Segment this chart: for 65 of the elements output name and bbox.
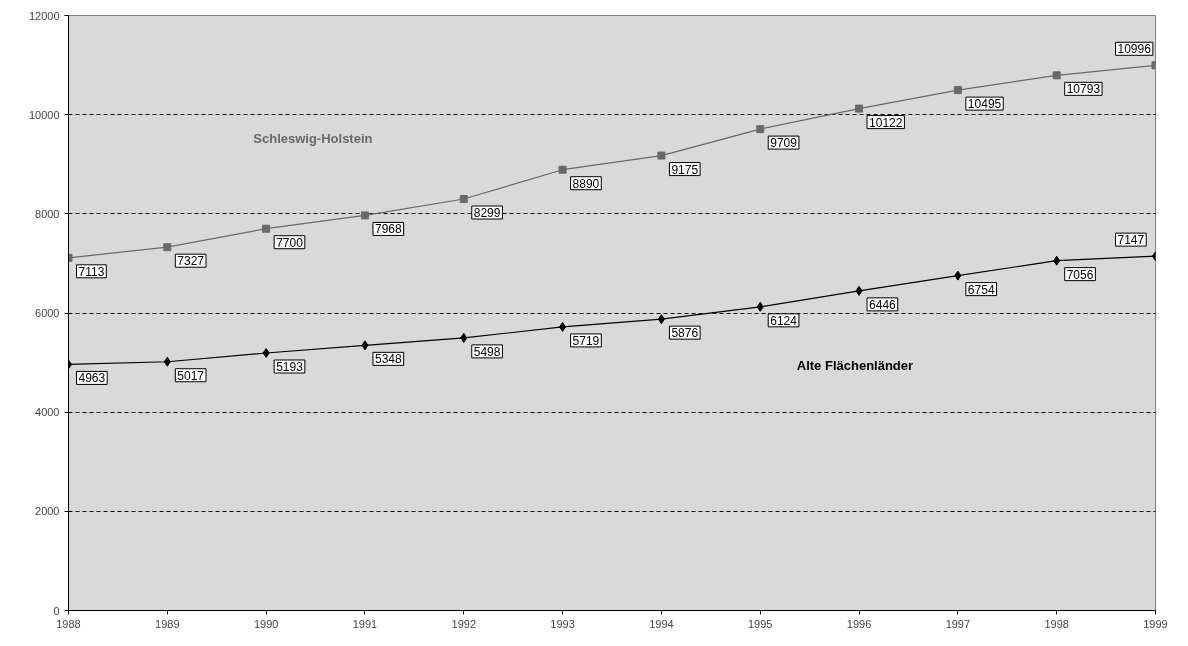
text: Alte Flächenländer	[796, 357, 914, 373]
data-label: 7147	[1117, 233, 1145, 248]
data-label: 5193	[276, 360, 304, 375]
x-tick-label: 1995	[747, 617, 773, 630]
data-label: 7056	[1066, 267, 1094, 282]
y-tick-label: 8000	[35, 207, 60, 220]
data-label: 7700	[276, 235, 304, 250]
data-label: 10996	[1117, 42, 1152, 57]
point	[756, 301, 764, 312]
point	[559, 321, 567, 332]
point	[953, 86, 962, 95]
x-tick-label: 1991	[352, 617, 378, 630]
point	[262, 348, 270, 359]
x-tick-label: 1994	[649, 617, 674, 630]
data-label: 8890	[572, 176, 600, 191]
data-label: 10122	[869, 115, 903, 130]
y-tick-label: 2000	[35, 505, 60, 518]
point	[657, 151, 666, 160]
data-label: 7113	[78, 264, 105, 279]
point	[1052, 71, 1061, 80]
y-tick-label: 6000	[35, 307, 60, 319]
data-label: 8299	[473, 206, 501, 221]
point	[756, 125, 765, 134]
data-label: 10495	[967, 97, 1002, 112]
data-label: 9175	[671, 162, 699, 177]
x-tick-label: 1996	[846, 617, 872, 630]
x-tick-label: 1993	[550, 617, 575, 630]
point	[1053, 255, 1061, 266]
data-label: 4963	[78, 371, 106, 386]
y-tick-label: 0	[53, 604, 60, 617]
point	[163, 356, 171, 367]
point	[657, 314, 665, 325]
x-tick-label: 1998	[1044, 617, 1069, 630]
point	[460, 332, 468, 343]
data-label: 10793	[1066, 82, 1101, 97]
x-tick-label: 1992	[451, 617, 477, 630]
data-label: 6446	[869, 297, 897, 312]
x-tick-label: 1990	[253, 617, 279, 630]
point	[855, 104, 864, 113]
x-tick-label: 1999	[1143, 617, 1168, 630]
point	[459, 195, 468, 204]
x-tick-label: 1989	[155, 617, 180, 630]
point	[360, 211, 369, 220]
point	[558, 165, 567, 174]
x-tick-label: 1988	[56, 617, 81, 630]
data-label: 7327	[177, 254, 205, 269]
x-tick-label: 1997	[945, 617, 971, 630]
point	[855, 285, 863, 296]
point	[361, 340, 369, 351]
data-label: 9709	[770, 136, 798, 151]
text: Schleswig-Holstein	[253, 131, 373, 147]
point	[954, 270, 962, 281]
data-label: 5719	[572, 333, 600, 348]
data-label: 6754	[967, 282, 995, 297]
y-tick-label: 12000	[28, 9, 60, 22]
point	[262, 224, 271, 233]
data-label: 5017	[177, 368, 205, 383]
data-label: 5498	[473, 344, 501, 359]
data-label: 7968	[374, 222, 402, 237]
y-tick-label: 10000	[28, 108, 60, 121]
data-label: 5348	[374, 352, 402, 367]
point	[163, 243, 172, 252]
data-label: 5876	[671, 326, 699, 341]
y-tick-label: 4000	[35, 406, 60, 419]
data-label: 6124	[770, 313, 798, 328]
